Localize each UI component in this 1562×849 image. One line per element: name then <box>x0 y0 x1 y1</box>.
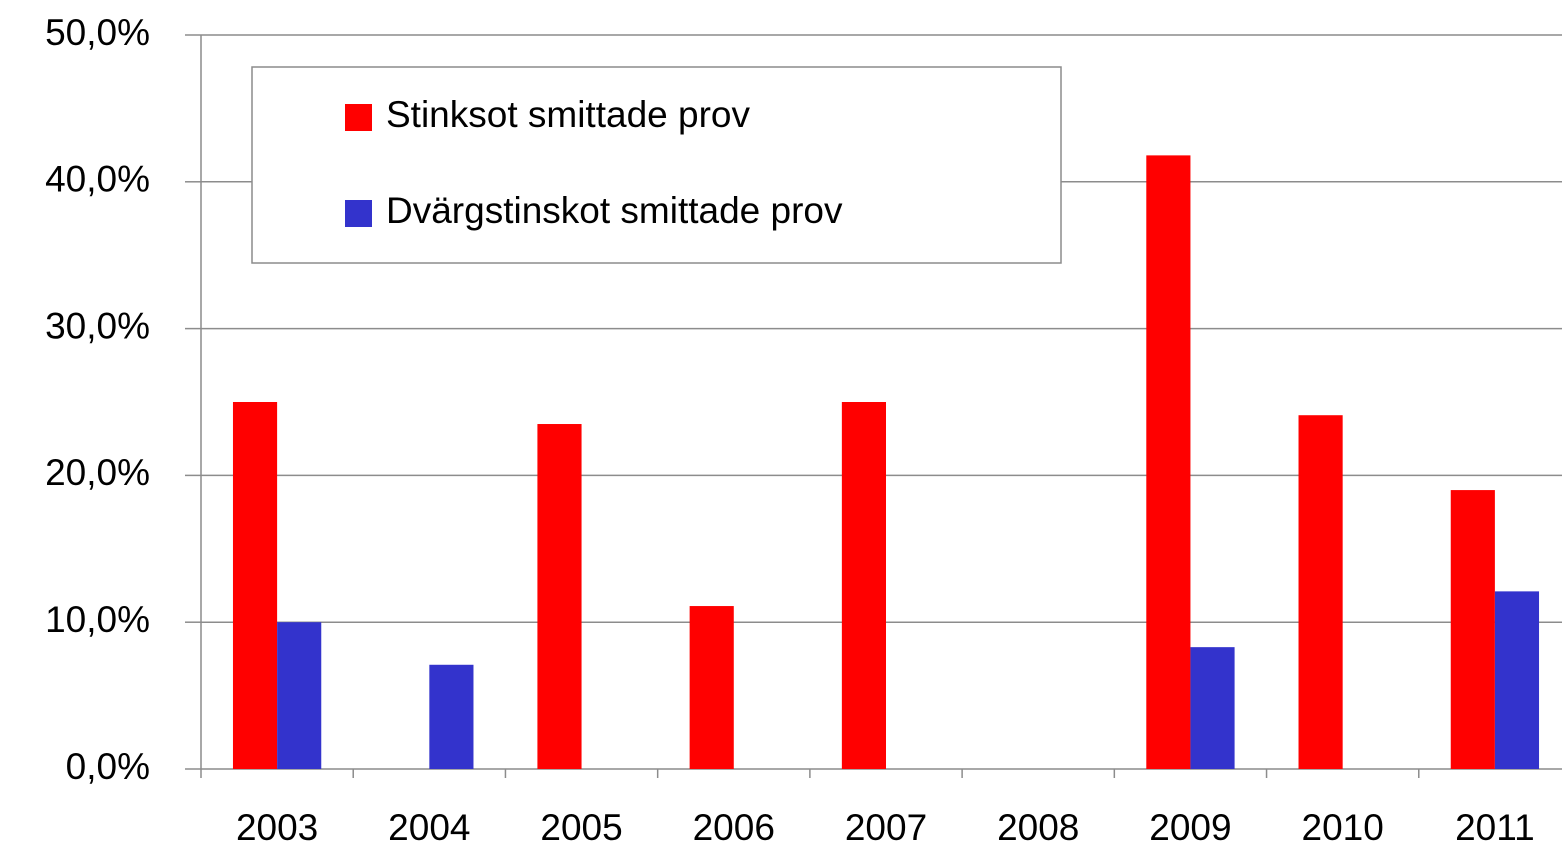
bar <box>232 402 278 769</box>
y-tick-label: 0,0% <box>66 746 150 787</box>
bar <box>1450 490 1495 769</box>
bar <box>1190 647 1235 769</box>
y-tick-label: 40,0% <box>45 159 150 200</box>
y-tick-label: 10,0% <box>45 599 150 640</box>
bar <box>1146 155 1191 770</box>
x-tick-label: 2007 <box>845 807 927 848</box>
bar <box>537 424 582 769</box>
legend-swatch <box>345 200 372 227</box>
y-tick-label: 50,0% <box>45 12 150 53</box>
bar <box>1494 591 1540 769</box>
y-tick-label: 30,0% <box>45 305 150 346</box>
bar <box>1298 415 1343 769</box>
x-tick-label: 2010 <box>1302 807 1384 848</box>
bar <box>841 402 886 769</box>
x-tick-label: 2004 <box>388 807 470 848</box>
bar <box>689 606 734 769</box>
legend-box <box>251 66 1062 264</box>
x-tick-label: 2011 <box>1455 807 1535 848</box>
legend-label: Stinksot smittade prov <box>386 94 750 135</box>
legend-swatch <box>345 104 372 131</box>
legend-label: Dvärgstinskot smittade prov <box>386 190 843 231</box>
x-tick-label: 2003 <box>236 807 318 848</box>
y-tick-label: 20,0% <box>45 452 150 493</box>
x-tick-label: 2008 <box>997 807 1079 848</box>
x-tick-label: 2006 <box>693 807 775 848</box>
x-tick-label: 2005 <box>540 807 622 848</box>
bar <box>277 622 322 769</box>
x-tick-label: 2009 <box>1149 807 1231 848</box>
bar <box>429 664 474 769</box>
